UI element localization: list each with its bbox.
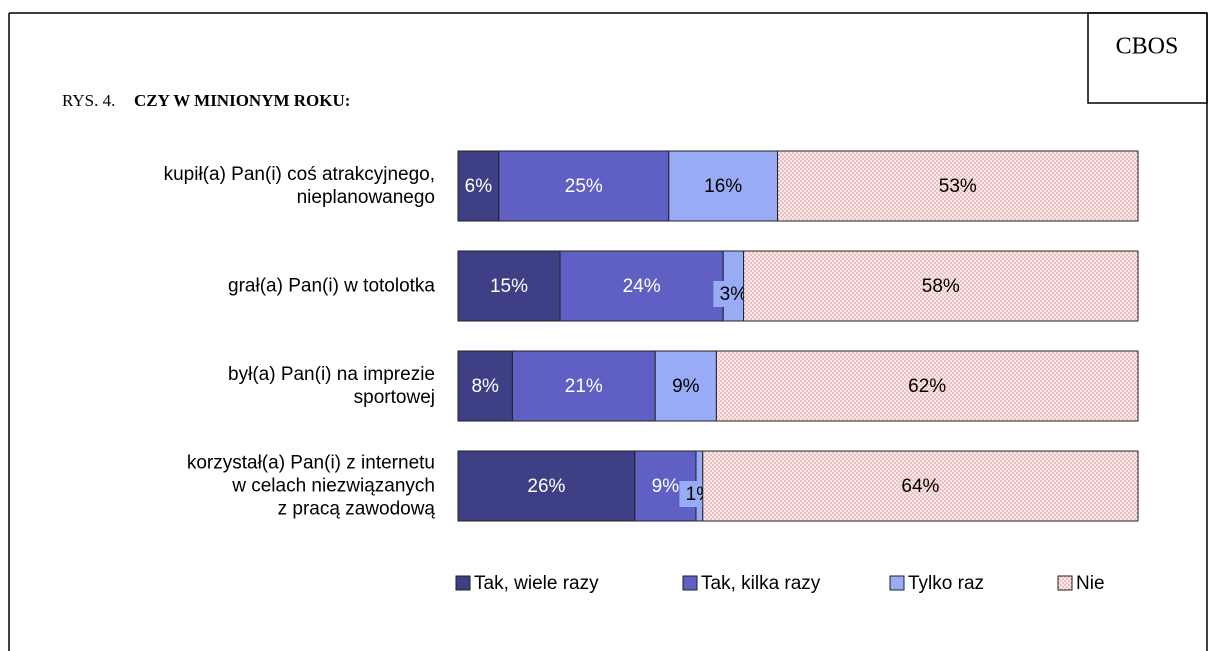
- data-label: 62%: [908, 376, 946, 397]
- data-label: 21%: [565, 376, 603, 397]
- data-label: 9%: [672, 376, 700, 397]
- legend-swatch: [455, 575, 471, 591]
- bar-segment: [457, 250, 561, 322]
- data-label: 8%: [471, 376, 499, 397]
- legend-swatch: [682, 575, 698, 591]
- data-label: 58%: [922, 276, 960, 297]
- data-label: 16%: [704, 176, 742, 197]
- data-label: 24%: [623, 276, 661, 297]
- data-label: 26%: [527, 476, 565, 497]
- bar-segment: [457, 350, 513, 422]
- bar-segment: [654, 350, 717, 422]
- figure-label: RYS. 4.: [62, 91, 115, 110]
- data-label: 64%: [901, 476, 939, 497]
- bar-segment: [715, 350, 1139, 422]
- data-label: 9%: [652, 476, 680, 497]
- category-label: grał(a) Pan(i) w totolotka: [228, 275, 435, 297]
- legend-label: Tylko raz: [908, 573, 984, 594]
- chart-title: CZY W MINIONYM ROKU:: [134, 91, 350, 110]
- bar-segment: [457, 450, 636, 522]
- bar-segment: [668, 150, 779, 222]
- data-label: 25%: [565, 176, 603, 197]
- source-box: [1087, 12, 1208, 104]
- category-label: korzystał(a) Pan(i) z internetu w celach…: [186, 452, 435, 520]
- data-label: 53%: [939, 176, 977, 197]
- bar-segment: [559, 250, 724, 322]
- legend-swatch: [889, 575, 905, 591]
- bar-segment: [511, 350, 656, 422]
- data-label: 15%: [490, 276, 528, 297]
- bar-segment: [702, 450, 1139, 522]
- legend-swatch: [1057, 575, 1073, 591]
- category-label: kupił(a) Pan(i) coś atrakcyjnego, niepla…: [163, 164, 435, 208]
- category-label: był(a) Pan(i) na imprezie sportowej: [228, 364, 435, 408]
- source: CBOS: [1116, 34, 1179, 60]
- data-label: 3%: [720, 284, 748, 305]
- legend-label: Tak, wiele razy: [474, 573, 599, 594]
- data-label: 6%: [465, 176, 493, 197]
- legend-label: Tak, kilka razy: [701, 573, 821, 594]
- bar-segment: [457, 150, 500, 222]
- bar-segment: [777, 150, 1139, 222]
- legend-label: Nie: [1076, 573, 1105, 594]
- bar-segment: [743, 250, 1139, 322]
- bar-segment: [498, 150, 670, 222]
